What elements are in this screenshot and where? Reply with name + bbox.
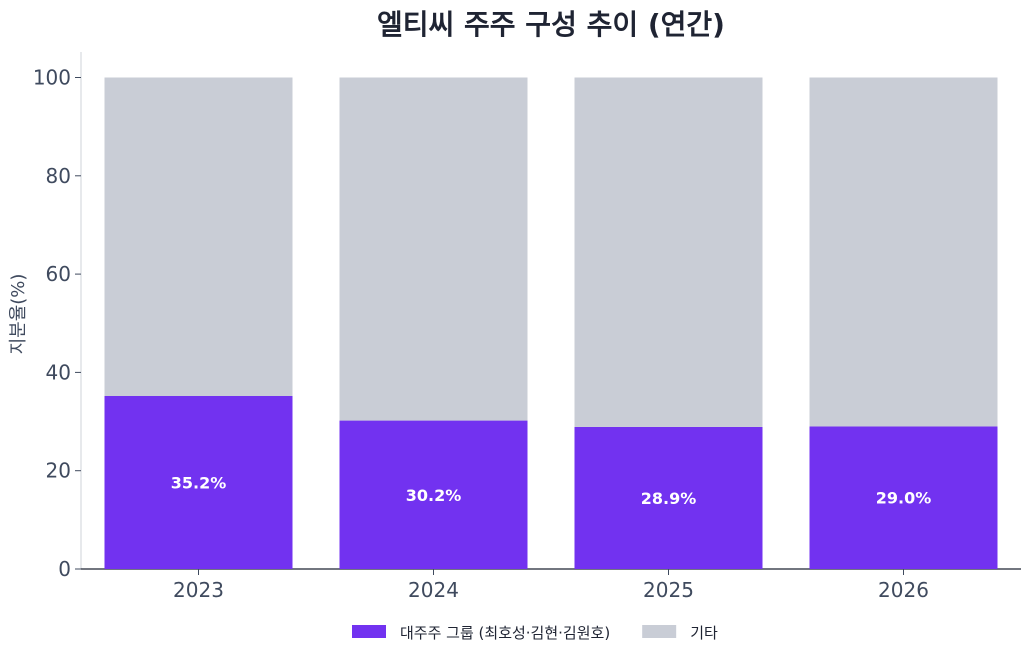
legend-swatch xyxy=(642,625,677,638)
bar-2023-major-shareholder xyxy=(104,395,293,569)
y-tick-label: 20 xyxy=(46,459,71,483)
y-tick-label: 40 xyxy=(46,360,71,384)
bar-2023-other xyxy=(104,77,293,396)
bar-2024-other xyxy=(339,77,528,421)
bar-2025-major-shareholder xyxy=(574,426,763,569)
y-tick-label: 100 xyxy=(33,66,71,90)
x-tick-label: 2026 xyxy=(878,578,929,602)
legend: 대주주 그룹 (최호성·김현·김원호) 기타 xyxy=(352,624,718,642)
data-label-2024: 30.2% xyxy=(406,486,462,505)
y-tick-label: 80 xyxy=(46,164,71,188)
legend-label: 대주주 그룹 (최호성·김현·김원호) xyxy=(400,624,610,642)
chart-title: 엘티씨 주주 구성 추이 (연간) xyxy=(377,8,725,41)
y-ticks: 0 20 40 60 80 100 xyxy=(33,66,81,581)
bar-2025-other xyxy=(574,77,763,427)
y-axis-label: 지분율(%) xyxy=(8,274,29,355)
legend-label: 기타 xyxy=(690,624,718,642)
legend-swatch xyxy=(352,625,386,638)
y-tick-label: 0 xyxy=(58,557,71,581)
bar-2026-other xyxy=(809,77,998,427)
data-label-2023: 35.2% xyxy=(171,473,227,492)
bar-2026-major-shareholder xyxy=(809,426,998,569)
data-label-2026: 29.0% xyxy=(876,489,932,508)
x-tick-label: 2023 xyxy=(173,578,224,602)
bar-2024-major-shareholder xyxy=(339,420,528,569)
x-ticks: 2023 2024 2025 2026 xyxy=(173,569,929,602)
y-tick-label: 60 xyxy=(46,262,71,286)
data-labels: 35.2% 30.2% 28.9% 29.0% xyxy=(171,473,932,507)
x-tick-label: 2024 xyxy=(408,578,459,602)
data-label-2025: 28.9% xyxy=(641,489,697,508)
bars xyxy=(104,77,998,569)
x-tick-label: 2025 xyxy=(643,578,694,602)
